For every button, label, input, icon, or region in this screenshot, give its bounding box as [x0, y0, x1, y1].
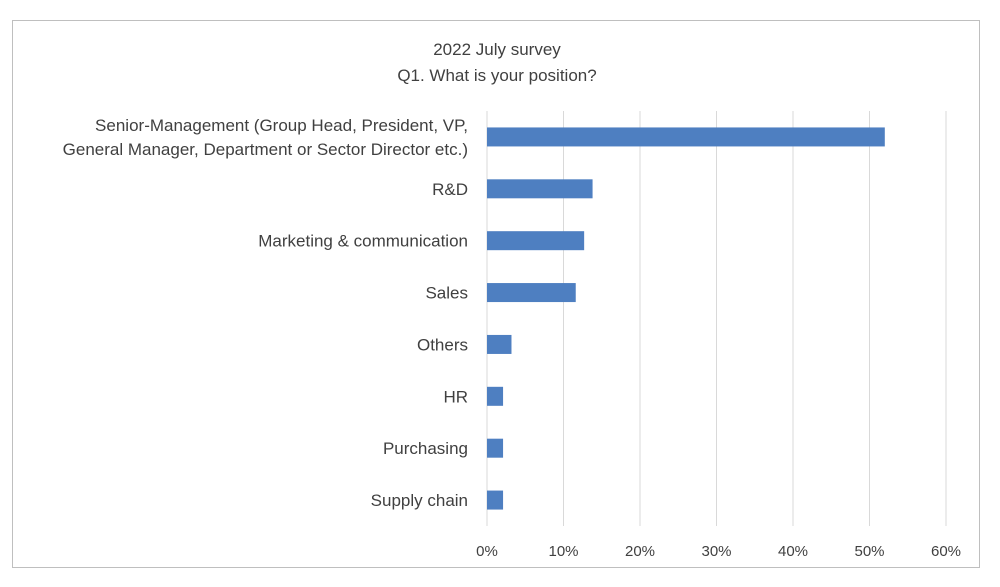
- bars: [487, 127, 885, 510]
- category-label: Others: [417, 335, 468, 354]
- bar: [487, 179, 593, 199]
- category-label: Senior-Management (Group Head, President…: [63, 116, 468, 159]
- x-tick-label: 60%: [931, 543, 961, 560]
- gridlines: [486, 111, 947, 526]
- category-labels: Senior-Management (Group Head, President…: [63, 116, 468, 510]
- bar: [487, 438, 504, 458]
- bar: [487, 386, 504, 406]
- chart-frame: 2022 July survey Q1. What is your positi…: [12, 20, 980, 568]
- bar: [487, 334, 512, 354]
- bar: [487, 231, 585, 251]
- category-label: HR: [443, 387, 468, 406]
- category-label: Supply chain: [371, 491, 468, 510]
- bar: [487, 490, 504, 510]
- x-tick-label: 20%: [625, 543, 655, 560]
- bar: [487, 283, 576, 303]
- category-label: Marketing & communication: [258, 232, 468, 251]
- x-tick-label: 10%: [548, 543, 578, 560]
- bar: [487, 127, 885, 147]
- chart-title: 2022 July survey: [433, 40, 561, 59]
- chart-subtitle: Q1. What is your position?: [397, 66, 596, 85]
- category-label: Purchasing: [383, 439, 468, 458]
- x-tick-label: 30%: [701, 543, 731, 560]
- category-label: Sales: [425, 284, 468, 303]
- x-tick-label: 50%: [854, 543, 884, 560]
- x-axis-ticks: 0% 10% 20% 30% 40% 50% 60%: [476, 543, 961, 560]
- x-tick-label: 0%: [476, 543, 498, 560]
- category-label: R&D: [432, 180, 468, 199]
- bar-chart: 2022 July survey Q1. What is your positi…: [63, 40, 961, 560]
- x-tick-label: 40%: [778, 543, 808, 560]
